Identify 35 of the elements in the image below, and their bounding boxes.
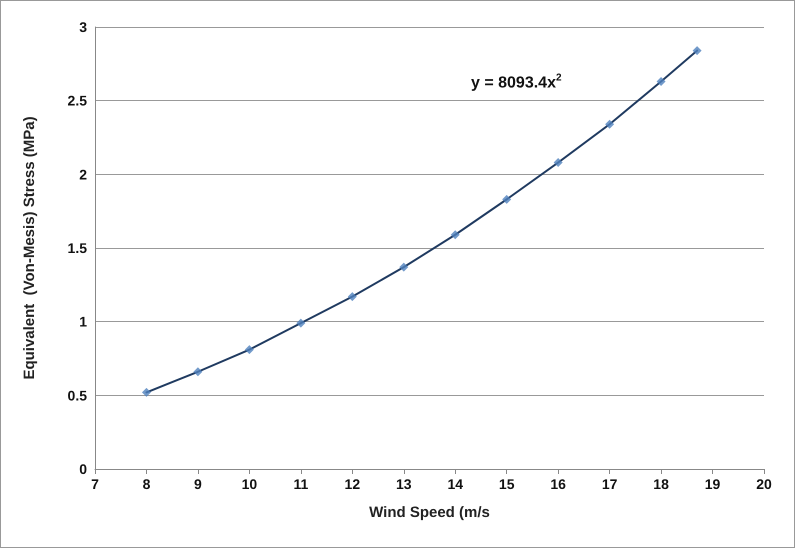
x-tick-label: 14 <box>447 476 464 492</box>
y-axis-title: Equivalent (Von-Mesis) Stress (MPa) <box>21 116 38 380</box>
point <box>296 318 306 328</box>
y-tick-label: 2 <box>79 166 88 182</box>
y-tick-label: 0 <box>79 461 88 477</box>
point <box>142 388 151 397</box>
x-tick-label: 7 <box>91 476 100 492</box>
x-tick-label: 16 <box>550 476 566 492</box>
y-tick-label: 1.5 <box>68 240 88 256</box>
x-tick-label: 11 <box>293 476 308 492</box>
x-tick-label: 20 <box>756 476 772 492</box>
point <box>244 345 254 354</box>
point <box>656 77 666 86</box>
point <box>554 158 563 168</box>
x-tick-label: 15 <box>498 476 515 492</box>
point <box>348 292 357 302</box>
point <box>193 367 202 376</box>
y-tick-label: 0.5 <box>68 387 88 404</box>
y-tick-label: 2.5 <box>68 92 88 109</box>
y-tick-label: 3 <box>79 19 88 35</box>
x-tick-label: 19 <box>704 476 721 492</box>
x-tick-label: 10 <box>242 476 258 492</box>
x-tick-label: 8 <box>142 476 151 492</box>
point <box>692 46 702 56</box>
point <box>399 262 408 272</box>
x-tick-label: 9 <box>194 476 202 492</box>
point <box>502 194 512 204</box>
point <box>450 230 460 240</box>
x-axis-title: Wind Speed (m/s <box>369 504 490 521</box>
x-tick-label: 13 <box>396 476 412 492</box>
x-tick-label: 18 <box>653 476 670 492</box>
point <box>605 120 614 129</box>
y-tick-label: 1 <box>79 314 88 330</box>
x-tick-label: 12 <box>344 476 360 492</box>
x-tick-label: 17 <box>602 476 618 492</box>
